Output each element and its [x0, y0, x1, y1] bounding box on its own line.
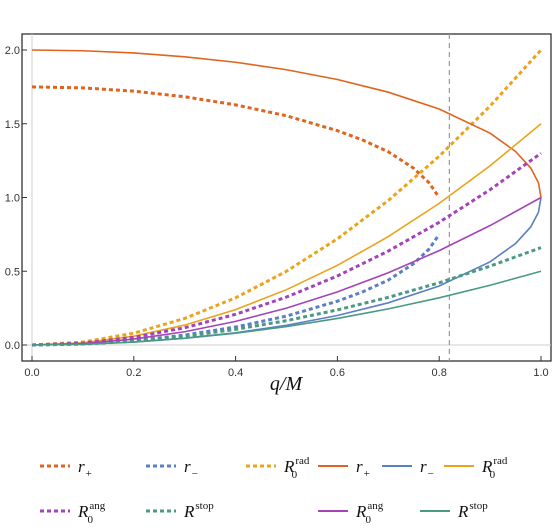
legend-label: Rstop [183, 500, 214, 521]
legend-item-9: Rstop [420, 500, 488, 521]
axis-ticks: 0.0 0.2 0.4 0.6 0.8 1.0 0.0 0.5 1.0 1.5 2.0 [5, 45, 549, 379]
legend-label: r+ [356, 457, 370, 480]
y-tick-label: 1.0 [5, 193, 20, 205]
legend-label: Rang 0 [77, 500, 106, 526]
series-line-2 [31, 48, 543, 347]
legend-label: Rstop [457, 500, 488, 521]
legend-item-1: r− [146, 457, 198, 480]
x-axis-label: q/M [270, 373, 304, 395]
legend-label: Rrad 0 [481, 455, 508, 481]
x-tick-label: 0.8 [432, 367, 447, 379]
x-tick-label: 1.0 [533, 367, 548, 379]
x-tick-label: 0.0 [24, 367, 39, 379]
y-tick-label: 0.0 [5, 340, 20, 352]
legend-item-3: r+ [318, 457, 370, 480]
plot-frame [21, 33, 552, 362]
legend-item-7: Rstop [146, 500, 214, 521]
series-line-8 [31, 196, 542, 346]
legend-item-6: Rang 0 [40, 500, 106, 526]
legend-item-0: r+ [40, 457, 92, 480]
legend-item-4: r− [382, 457, 434, 480]
legend-label: Rang 0 [355, 500, 384, 526]
series-line-5 [31, 123, 542, 346]
legend-item-5: Rrad 0 [444, 455, 508, 481]
y-tick-label: 1.5 [5, 119, 20, 131]
series-lines [31, 48, 543, 347]
x-tick-label: 0.2 [126, 367, 141, 379]
series-line-9 [31, 270, 542, 346]
series-line-6 [31, 152, 542, 347]
legend-item-8: Rang 0 [318, 500, 384, 526]
x-tick-label: 0.4 [228, 367, 243, 379]
legend-label: r− [420, 457, 434, 480]
legend-label: r− [184, 457, 198, 480]
x-tick-label: 0.6 [330, 367, 345, 379]
legend-label: Rrad 0 [283, 455, 310, 481]
y-tick-label: 0.5 [5, 266, 20, 278]
reference-lines [22, 34, 551, 361]
series-line-0 [31, 85, 441, 199]
series-line-3 [31, 49, 542, 198]
y-tick-label: 2.0 [5, 45, 20, 57]
legend-label: r+ [78, 457, 92, 480]
legend: r+ r− Rrad 0 r+ r− Rrad 0 Rang 0 Rstop Rang 0 Rstop [40, 455, 508, 526]
legend-item-2: Rrad 0 [246, 455, 310, 481]
